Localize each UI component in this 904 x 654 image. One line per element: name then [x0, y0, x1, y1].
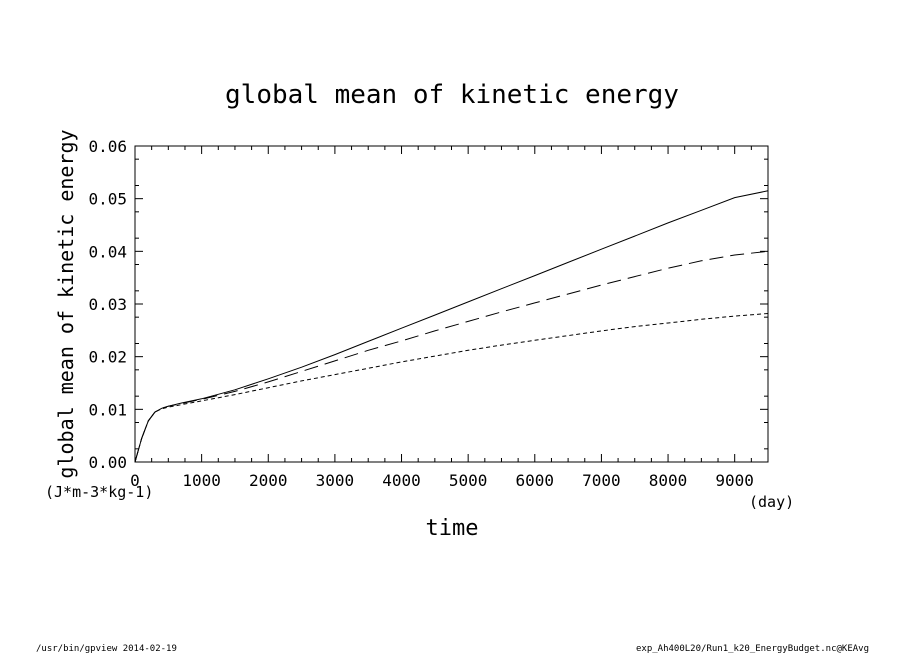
footer-left: /usr/bin/gpview 2014-02-19 — [36, 644, 177, 654]
y-axis-label: global mean of kinetic energy — [54, 129, 78, 478]
x-tick-label: 6000 — [516, 471, 555, 490]
y-tick-label: 0.01 — [88, 400, 127, 419]
chart-title: global mean of kinetic energy — [225, 80, 679, 110]
series-line-short-dash — [134, 313, 769, 463]
x-tick-label: 3000 — [316, 471, 355, 490]
y-tick-label: 0.05 — [88, 190, 127, 209]
x-tick-label: 4000 — [382, 471, 421, 490]
x-tick-label: 7000 — [582, 471, 621, 490]
plot-frame — [134, 145, 769, 463]
series-lines — [134, 190, 769, 463]
y-tick-label: 0.03 — [88, 295, 127, 314]
series-line-solid — [134, 190, 769, 463]
y-tick-label: 0.04 — [88, 242, 127, 261]
y-tick-label: 0.00 — [88, 453, 127, 472]
y-axis-ticks: 0.00 0.01 0.02 0.03 0.04 0.05 0.06 — [88, 137, 768, 472]
footer-right: exp_Ah400L20/Run1_k20_EnergyBudget.nc@KE… — [636, 644, 869, 654]
x-tick-label: 9000 — [715, 471, 754, 490]
x-axis-ticks: 0 1000 2000 3000 4000 5000 6000 7000 8000 9000 — [130, 146, 754, 490]
x-axis-label: time — [426, 516, 479, 541]
x-unit-label: (day) — [749, 493, 794, 511]
x-tick-label: 1000 — [182, 471, 221, 490]
series-line-long-dash — [134, 250, 769, 463]
y-tick-label: 0.06 — [88, 137, 127, 156]
x-tick-label: 0 — [130, 471, 140, 490]
y-tick-label: 0.02 — [88, 348, 127, 367]
x-tick-label: 5000 — [449, 471, 488, 490]
x-tick-label: 2000 — [249, 471, 288, 490]
x-tick-label: 8000 — [649, 471, 688, 490]
y-unit-label: (J*m-3*kg-1) — [45, 483, 153, 501]
